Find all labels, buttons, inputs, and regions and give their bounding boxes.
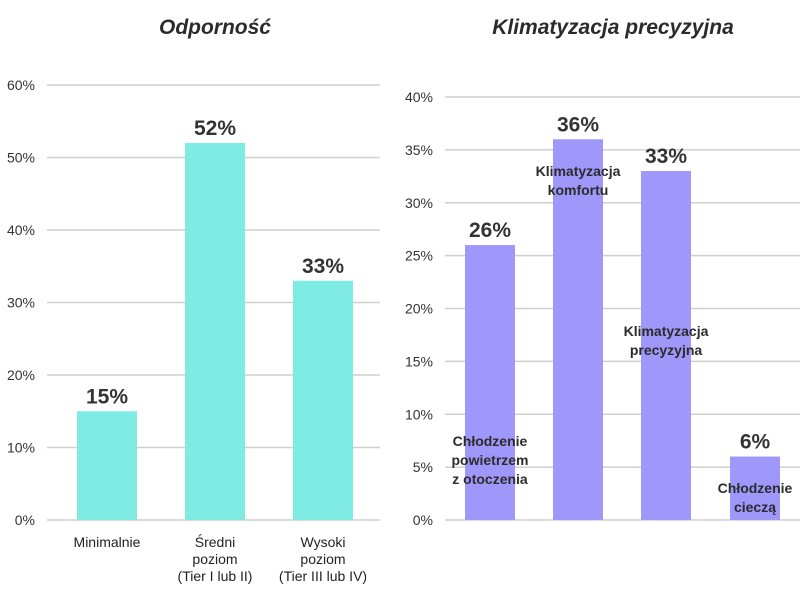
category-label: Chłodzenie powietrzem z otoczenia xyxy=(451,433,528,487)
y-tick-label: 10% xyxy=(7,440,35,456)
y-tick-label: 15% xyxy=(405,353,433,369)
y-tick-label: 30% xyxy=(405,195,433,211)
y-tick-label: 50% xyxy=(7,150,35,166)
data-label: 33% xyxy=(645,145,687,168)
data-label: 15% xyxy=(86,385,128,408)
precision-cooling-bar xyxy=(465,245,515,521)
y-tick-label: 0% xyxy=(15,512,35,528)
y-tick-label: 25% xyxy=(405,248,433,264)
data-label: 33% xyxy=(302,255,344,278)
y-tick-label: 60% xyxy=(7,77,35,93)
category-label: Minimalnie xyxy=(74,534,141,550)
data-label: 52% xyxy=(194,117,236,140)
resilience-chart: Odporność 0% 10% 20% 30% 40% 50% 60% 15% Minimal… xyxy=(7,16,380,584)
y-tick-label: 0% xyxy=(413,512,433,528)
y-tick-label: 30% xyxy=(7,295,35,311)
precision-cooling-bar xyxy=(553,139,603,521)
data-label: 6% xyxy=(740,431,771,454)
precision-cooling-bar xyxy=(730,456,780,520)
chart-title-precision-cooling: Klimatyzacja precyzyjna xyxy=(492,16,734,39)
y-tick-label: 40% xyxy=(7,222,35,238)
precision-cooling-chart: Klimatyzacja precyzyjna 0% 5% 10% 15% 20% 25%… xyxy=(405,16,800,528)
data-label: 36% xyxy=(557,113,599,136)
category-label: Klimatyzacja precyzyjna xyxy=(624,323,709,358)
resilience-bar xyxy=(293,280,353,520)
precision-cooling-bar xyxy=(641,171,691,520)
y-tick-label: 35% xyxy=(405,142,433,158)
resilience-bar xyxy=(185,143,245,520)
category-label: Średni poziom (Tier I lub II) xyxy=(178,533,253,584)
y-tick-label: 5% xyxy=(413,459,433,475)
y-tick-label: 10% xyxy=(405,406,433,422)
y-tick-label: 20% xyxy=(7,367,35,383)
category-label: Klimatyzacja komfortu xyxy=(536,163,621,198)
y-tick-label: 20% xyxy=(405,301,433,317)
category-label: Wysoki poziom (Tier III lub IV) xyxy=(279,534,367,584)
chart-title-resilience: Odporność xyxy=(159,16,271,39)
resilience-bar xyxy=(77,411,137,520)
category-label: Chłodzenie cieczą xyxy=(718,480,793,515)
y-tick-label: 40% xyxy=(405,89,433,105)
data-label: 26% xyxy=(469,219,511,242)
